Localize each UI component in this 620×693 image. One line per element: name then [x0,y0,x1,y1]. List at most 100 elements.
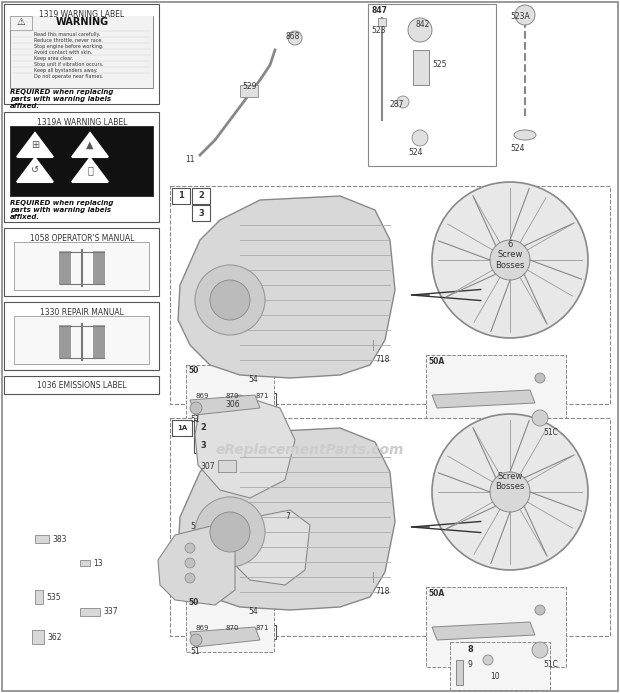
Bar [426,587,566,667]
Polygon shape [232,510,310,585]
Bar [186,597,274,652]
Text: 51C: 51C [543,428,558,437]
Text: 51: 51 [190,415,200,424]
Bar [248,625,276,639]
Text: 869: 869 [195,393,209,399]
Text: parts with warning labels: parts with warning labels [10,96,111,102]
Text: 847: 847 [371,6,387,15]
Text: parts with warning labels: parts with warning labels [10,207,111,213]
Text: ⬛: ⬛ [87,165,93,175]
Circle shape [185,558,195,568]
Circle shape [412,130,428,146]
Circle shape [408,18,432,42]
Polygon shape [17,158,53,182]
Polygon shape [195,395,295,498]
Text: 524: 524 [408,148,422,157]
Text: 3: 3 [200,441,206,450]
Bar [14,316,149,364]
Text: 54: 54 [535,607,545,616]
Text: Do not operate near flames.: Do not operate near flames. [34,74,104,79]
Bar [240,85,258,97]
Bar [10,126,153,196]
Text: REQUIRED when replacing: REQUIRED when replacing [10,89,113,95]
Text: 1330 REPAIR MANUAL: 1330 REPAIR MANUAL [40,308,124,317]
Text: 10: 10 [490,672,500,681]
Text: 6
Screw
Bosses: 6 Screw Bosses [495,240,525,270]
Bar [248,393,276,407]
Text: Reduce throttle, never race.: Reduce throttle, never race. [34,38,103,43]
Polygon shape [17,133,53,157]
Text: 870: 870 [225,625,239,631]
Circle shape [483,655,493,665]
Circle shape [190,634,202,646]
Bar [413,50,429,85]
Text: 337: 337 [103,608,118,617]
Text: 9: 9 [468,660,473,669]
Text: ⚠: ⚠ [17,17,25,27]
Text: affixed.: affixed. [10,214,40,220]
Text: Keep area clear.: Keep area clear. [34,56,73,61]
Text: WARNING: WARNING [55,17,108,27]
Text: 1319A WARNING LABEL: 1319A WARNING LABEL [37,118,127,127]
Polygon shape [158,525,235,605]
Bar [4,376,159,394]
Bar [460,642,480,658]
Text: ↺: ↺ [31,165,39,175]
Bar [32,630,44,644]
Text: 51C: 51C [543,660,558,669]
Bar [35,590,43,604]
Text: 50A: 50A [428,357,445,366]
Circle shape [535,373,545,383]
Bar [192,205,210,221]
Text: 1036 EMISSIONS LABEL: 1036 EMISSIONS LABEL [37,380,127,389]
Text: 869: 869 [195,625,209,631]
Text: REQUIRED when replacing: REQUIRED when replacing [10,200,113,206]
Bar [10,16,32,30]
Text: 362: 362 [47,633,61,642]
Text: 868: 868 [285,32,299,41]
Circle shape [185,573,195,583]
Bar [170,418,610,636]
Text: eReplacementParts.com: eReplacementParts.com [216,443,404,457]
Text: 54: 54 [248,375,258,384]
Polygon shape [456,660,463,685]
Circle shape [490,472,530,512]
Circle shape [432,414,588,570]
Bar [4,4,159,104]
Text: Stop unit if vibration occurs.: Stop unit if vibration occurs. [34,62,104,67]
Text: 50: 50 [188,366,198,375]
Text: 1: 1 [178,191,184,200]
Polygon shape [72,133,108,157]
Text: 1319 WARNING LABEL: 1319 WARNING LABEL [40,10,125,19]
Text: 718: 718 [375,355,389,364]
Text: 871: 871 [255,393,268,399]
Text: Read this manual carefully.: Read this manual carefully. [34,32,100,37]
Circle shape [535,605,545,615]
Bar [194,420,212,436]
Circle shape [195,265,265,335]
Text: 54: 54 [535,375,545,384]
Text: 2: 2 [200,423,206,432]
Circle shape [397,96,409,108]
Bar [14,242,149,290]
Polygon shape [432,622,535,640]
Circle shape [185,543,195,553]
Bar [10,16,153,88]
Bar [170,186,610,404]
Circle shape [210,512,250,552]
Text: 11: 11 [185,155,195,164]
Circle shape [288,31,302,45]
Text: 1058 OPERATOR'S MANUAL: 1058 OPERATOR'S MANUAL [30,234,134,243]
Bar [80,608,100,616]
Bar [4,228,159,296]
Text: Avoid contact with skin.: Avoid contact with skin. [34,50,92,55]
Bar [450,642,550,690]
Circle shape [195,497,265,567]
Circle shape [515,5,535,25]
Circle shape [490,240,530,280]
Text: 871: 871 [255,625,268,631]
Text: 13: 13 [93,559,103,568]
Text: 5: 5 [190,522,195,531]
Bar [188,625,216,639]
Text: 3: 3 [198,209,204,218]
